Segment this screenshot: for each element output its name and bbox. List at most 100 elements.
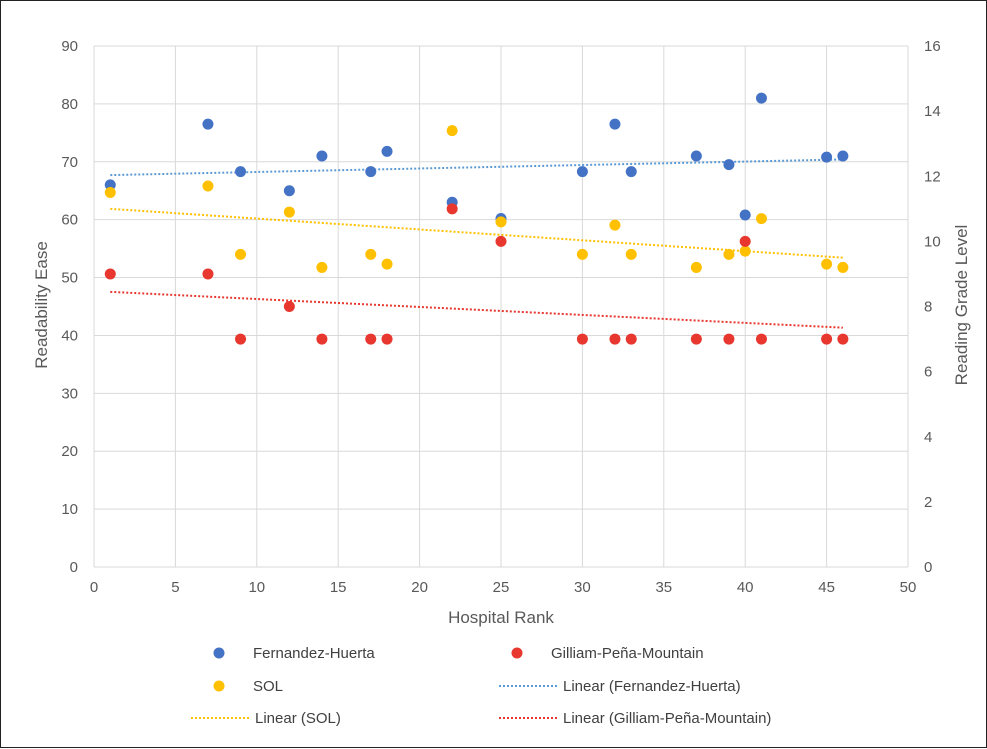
x-axis-title: Hospital Rank: [448, 608, 554, 627]
data-point: [381, 258, 393, 270]
y-left-tick-label: 90: [61, 38, 78, 55]
data-point: [235, 166, 247, 178]
data-point: [381, 333, 393, 345]
data-point: [446, 203, 458, 215]
y-left-tick-label: 10: [61, 501, 78, 518]
trendlines: [110, 158, 843, 329]
x-tick-label: 35: [655, 579, 672, 596]
data-point: [609, 333, 621, 345]
data-point: [690, 261, 702, 273]
x-tick-label: 30: [574, 579, 591, 596]
y-left-tick-label: 20: [61, 443, 78, 460]
x-tick-label: 10: [248, 579, 265, 596]
legend-label: Linear (Fernandez-Huerta): [563, 678, 741, 695]
data-point: [202, 180, 214, 192]
data-point: [739, 209, 751, 221]
data-point: [837, 261, 849, 273]
legend-marker: [213, 680, 225, 692]
y-right-tick-label: 6: [924, 364, 932, 381]
legend-label: Gilliam-Peña-Mountain: [551, 645, 704, 662]
x-tick-label: 5: [171, 579, 179, 596]
y-right-axis-title: Reading Grade Level: [952, 225, 971, 386]
data-point: [576, 248, 588, 260]
data-point: [446, 125, 458, 137]
data-point: [821, 333, 833, 345]
y-right-tick-label: 12: [924, 168, 941, 185]
y-right-tick-label: 4: [924, 429, 932, 446]
x-tick-label: 15: [330, 579, 347, 596]
data-point: [316, 261, 328, 273]
data-point: [755, 333, 767, 345]
data-point: [235, 333, 247, 345]
data-point: [104, 268, 116, 280]
legend-label: Linear (SOL): [255, 710, 341, 727]
data-point: [690, 333, 702, 345]
y-right-tick-label: 2: [924, 494, 932, 511]
y-right-tick-label: 10: [924, 233, 941, 250]
legend: Fernandez-Huerta Gilliam-Peña-Mountain SOL…: [191, 645, 771, 727]
data-point: [739, 235, 751, 247]
data-point: [495, 216, 507, 228]
data-point: [365, 166, 377, 178]
y-left-tick-label: 80: [61, 96, 78, 113]
data-point: [723, 159, 735, 171]
y-left-tick-label: 60: [61, 212, 78, 229]
data-points: [104, 92, 849, 345]
trendline: [110, 290, 843, 329]
trendline: [110, 207, 843, 259]
data-point: [723, 248, 735, 260]
data-point: [739, 245, 751, 257]
x-tick-label: 45: [818, 579, 835, 596]
y-right-axis-ticks: 0 2 4 6 8 10 12 14 16: [924, 38, 941, 576]
data-point: [283, 206, 295, 218]
data-point: [202, 118, 214, 130]
data-point: [625, 166, 637, 178]
legend-marker: [213, 647, 225, 659]
data-point: [576, 333, 588, 345]
legend-label: SOL: [253, 678, 283, 695]
x-tick-label: 20: [411, 579, 428, 596]
data-point: [316, 150, 328, 162]
data-point: [723, 333, 735, 345]
data-point: [365, 248, 377, 260]
y-right-tick-label: 8: [924, 299, 932, 316]
data-point: [316, 333, 328, 345]
data-point: [821, 151, 833, 163]
y-left-tick-label: 50: [61, 270, 78, 287]
data-point: [625, 248, 637, 260]
x-tick-label: 0: [90, 579, 98, 596]
y-left-tick-label: 40: [61, 327, 78, 344]
y-left-axis-title: Readability Ease: [32, 241, 51, 369]
data-point: [690, 150, 702, 162]
y-right-tick-label: 16: [924, 38, 941, 55]
data-point: [821, 258, 833, 270]
y-right-tick-label: 14: [924, 103, 941, 120]
legend-label: Linear (Gilliam-Peña-Mountain): [563, 710, 771, 727]
y-left-tick-label: 70: [61, 154, 78, 171]
data-point: [609, 219, 621, 231]
x-tick-label: 40: [737, 579, 754, 596]
data-point: [202, 268, 214, 280]
data-point: [625, 333, 637, 345]
data-point: [609, 118, 621, 130]
data-point: [495, 235, 507, 247]
data-point: [235, 248, 247, 260]
data-point: [381, 145, 393, 157]
data-point: [104, 187, 116, 199]
data-point: [104, 179, 116, 191]
data-point: [755, 213, 767, 225]
data-point: [283, 185, 295, 197]
y-left-axis-ticks: 0 10 20 30 40 50 60 70 80 90: [61, 38, 78, 576]
data-point: [365, 333, 377, 345]
data-point: [576, 166, 588, 178]
y-right-tick-label: 0: [924, 559, 932, 576]
legend-label: Fernandez-Huerta: [253, 645, 375, 662]
y-left-tick-label: 30: [61, 385, 78, 402]
x-tick-label: 50: [900, 579, 917, 596]
data-point: [755, 92, 767, 104]
gridlines: [93, 45, 909, 568]
legend-marker: [511, 647, 523, 659]
data-point: [837, 150, 849, 162]
